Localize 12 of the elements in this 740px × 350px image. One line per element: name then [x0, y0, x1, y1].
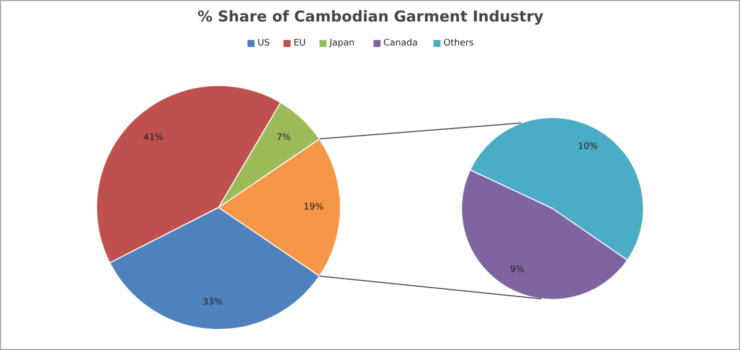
chart-title: % Share of Cambodian Garment Industry — [197, 8, 544, 26]
data-label: 33% — [202, 297, 223, 308]
legend-label: Japan — [328, 38, 355, 48]
data-label: 19% — [304, 202, 324, 212]
data-label: 10% — [578, 142, 598, 152]
legend-label: US — [258, 38, 270, 48]
data-label: 41% — [143, 133, 164, 144]
legend-label: EU — [294, 38, 306, 48]
data-label: 9% — [510, 265, 525, 276]
legend-label: Canada — [384, 38, 418, 48]
data-label: 7% — [276, 133, 292, 144]
legend-label: Others — [444, 38, 474, 48]
